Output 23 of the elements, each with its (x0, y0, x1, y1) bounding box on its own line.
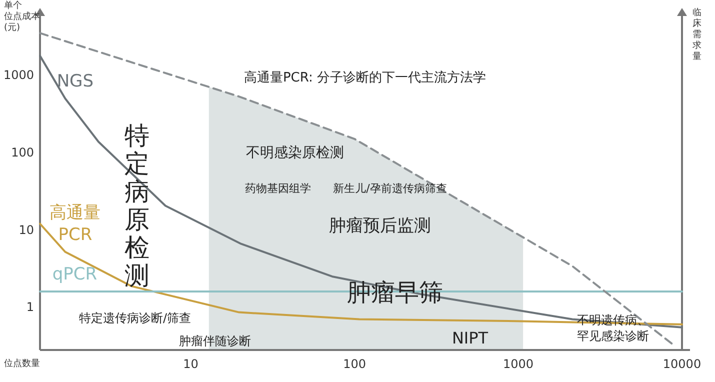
annotation: 罕见感染诊断 (577, 329, 649, 344)
x-axis-title: 位点数量 (4, 358, 40, 369)
series-label: 高通量 PCR (50, 202, 101, 245)
y-tick-label: 1 (26, 300, 34, 314)
y-tick-label: 1000 (3, 68, 34, 82)
x-tick-label: 10 (183, 357, 198, 371)
annotation: 肿瘤预后监测 (329, 216, 431, 236)
annotation: NIPT (452, 328, 488, 348)
annotation: 不明感染原检测 (246, 144, 344, 161)
annotation: 特定病原检测 (124, 121, 150, 290)
annotation: 新生儿/孕前遗传病筛查 (333, 182, 447, 195)
annotation: 肿瘤伴随诊断 (179, 334, 251, 348)
y-tick-label: 10 (18, 222, 34, 237)
y-tick-label: 100 (11, 146, 34, 160)
x-tick-label: 10000 (662, 357, 702, 371)
annotation: 特定遗传病诊断/筛查 (78, 311, 192, 326)
x-tick-label: 1000 (502, 357, 534, 371)
series-label: NGS (56, 71, 94, 92)
y2-axis-title: 临床需求量 (692, 7, 702, 62)
x-tick-label: 100 (343, 357, 366, 371)
series-label: qPCR (52, 264, 98, 284)
annotation: 高通量PCR: 分子诊断的下一代主流方法学 (244, 70, 486, 86)
annotation: 药物基因组学 (245, 182, 311, 195)
